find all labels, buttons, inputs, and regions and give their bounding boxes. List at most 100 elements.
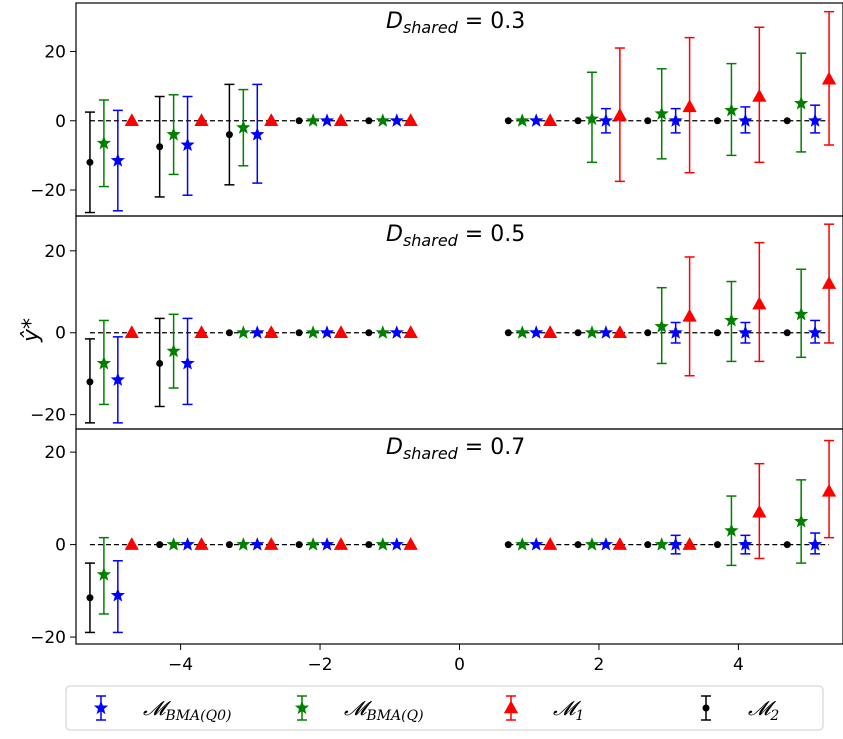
point-bma_q0 [180,355,195,370]
point-m1 [264,537,279,550]
point-m2 [295,541,303,549]
panel-1: −20 0 20 Dshared = 0.3 [30,2,843,217]
point-m1 [124,325,139,338]
point-m2 [644,329,652,337]
point-bma_q0 [598,113,614,127]
panel-title: Dshared = 0.3 [386,9,525,37]
point-bma_q0 [529,113,544,127]
point-m1 [333,537,349,550]
point-bma_q [96,567,112,581]
point-bma_q [236,537,251,551]
point-m2 [713,541,721,549]
point-m2 [365,329,373,337]
point-m1 [752,504,767,518]
point-bma_q0 [319,537,335,551]
point-m1 [612,537,627,550]
point-m2 [644,117,652,125]
point-m1 [403,113,418,127]
panel-frame [75,428,843,645]
point-bma_q [794,306,809,321]
x-tick-label: −2 [308,655,333,675]
x-tick-label: −4 [168,655,193,675]
point-m2 [86,378,94,386]
point-bma_q [794,513,809,528]
x-tick-label: 0 [454,655,465,675]
point-bma_q0 [668,537,683,551]
y-tick-label: −20 [30,628,66,648]
y-tick-label: −20 [30,181,66,201]
point-bma_q0 [807,537,823,551]
point-m1 [194,325,209,338]
x-tick-label: 4 [733,655,744,675]
point-bma_q [515,537,530,551]
point-bma_q0 [319,113,335,127]
x-tick-label: 2 [594,655,605,675]
point-bma_q [654,106,669,120]
point-m2 [225,329,233,337]
y-tick-label: 20 [44,443,66,463]
point-m1 [194,113,209,127]
point-m2 [783,329,791,337]
point-m1 [682,308,697,322]
point-bma_q [515,325,530,339]
point-bma_q [305,113,321,127]
point-bma_q [375,325,390,339]
panel-title: Dshared = 0.7 [386,435,525,463]
point-m1 [821,276,837,289]
point-m1 [821,71,837,85]
point-bma_q0 [598,537,614,551]
point-m1 [403,537,418,550]
point-bma_q0 [180,537,195,551]
point-m1 [682,99,697,113]
point-m2 [574,117,582,125]
point-m2 [713,329,721,337]
point-bma_q0 [250,325,265,339]
point-m1 [124,537,139,550]
point-bma_q [515,113,530,127]
point-m2 [156,541,164,549]
point-m2 [225,541,233,549]
legend-item-m2: 𝓜2 [701,695,779,724]
point-bma_q0 [529,325,544,339]
y-tick-label: 20 [44,242,66,262]
point-bma_q [305,537,321,551]
point-m2 [783,117,791,125]
point-m2 [365,117,373,125]
panel-2: −20 0 20 Dshared = 0.5 [30,215,843,430]
point-m2 [783,541,791,549]
point-bma_q0 [389,325,404,339]
legend: 𝓜BMA(Q0) 𝓜BMA(Q) 𝓜1 𝓜2 [65,685,824,731]
point-m2 [156,359,164,367]
point-m1 [124,113,139,127]
point-bma_q [236,325,251,339]
panel-3: −20 0 20 Dshared = 0.7 [30,428,843,648]
legend-frame [65,685,824,731]
point-bma_q0 [110,587,125,602]
point-bma_q0 [389,113,404,127]
point-m2 [574,329,582,337]
point-bma_q0 [529,537,544,551]
point-bma_q [584,537,600,551]
point-bma_q [96,135,112,150]
point-bma_q [584,111,600,126]
point-bma_q [375,113,390,127]
point-m1 [821,483,837,497]
point-m2 [295,329,303,337]
point-m1 [543,537,558,550]
y-axis-label: ŷ* [19,318,44,343]
point-m1 [612,108,627,121]
y-tick-label: 20 [44,42,66,62]
point-m1 [543,325,558,338]
panel-title: Dshared = 0.5 [386,222,525,250]
y-tick-label: 0 [55,112,66,132]
point-bma_q0 [250,127,265,141]
point-bma_q [236,120,251,134]
point-m2 [86,594,94,602]
point-bma_q [584,325,600,339]
point-m2 [504,117,512,125]
point-bma_q0 [738,113,753,127]
point-m2 [713,117,721,125]
point-bma_q0 [738,325,753,339]
